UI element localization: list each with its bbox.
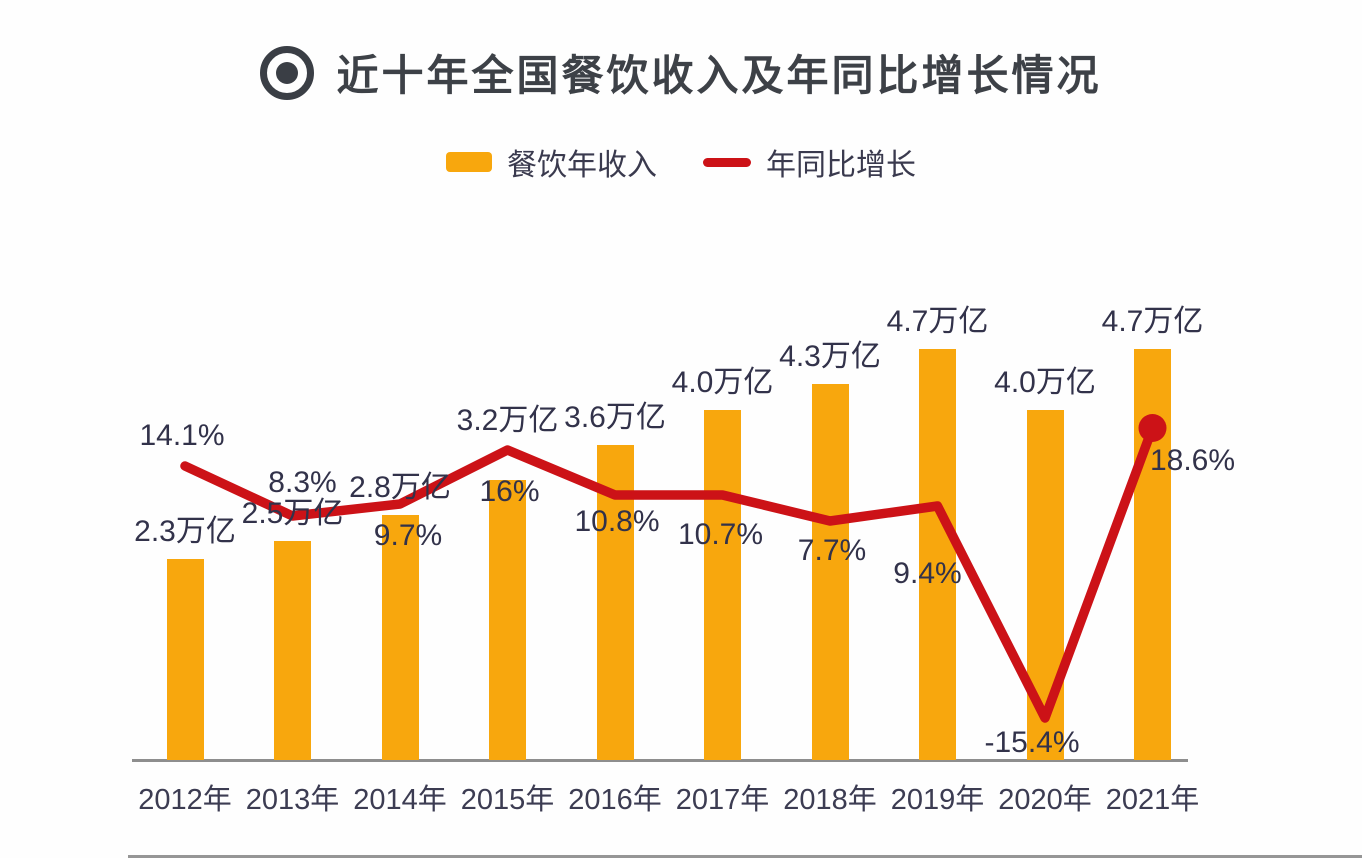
growth-label-2013: 8.3% [268,466,337,499]
bar-value-label-2014: 2.8万亿 [349,471,451,504]
legend-line-label: 年同比增长 [766,149,916,182]
growth-label-2012: 14.1% [139,419,225,452]
x-axis-label-2012: 2012年 [138,784,232,816]
growth-label-2014: 9.7% [373,519,443,552]
legend: 餐饮年收入 年同比增长 [0,140,1362,184]
bar-2018 [811,384,849,760]
growth-label-2020: -15.4% [984,726,1080,759]
legend-item-revenue: 餐饮年收入 [446,140,657,184]
x-axis-label-2018: 2018年 [783,784,877,816]
bar-2013 [274,541,311,760]
legend-line-swatch [703,157,751,167]
bar-2012 [166,559,204,760]
bar-value-label-2018: 4.3万亿 [779,340,881,373]
legend-item-growth: 年同比增长 [703,140,916,184]
bottom-edge-strip [128,855,1362,858]
x-axis-label-2016: 2016年 [568,784,662,816]
bar-value-label-2019: 4.7万亿 [886,305,989,338]
bar-value-label-2020: 4.0万亿 [994,366,1096,399]
bar-2016 [596,445,634,760]
growth-label-2016: 10.8% [574,505,660,538]
bar-2015 [489,480,526,760]
bullseye-icon [260,45,315,100]
x-axis-line [132,759,1188,762]
bar-2021 [1134,349,1171,760]
growth-label-2021: 18.6% [1149,444,1236,477]
x-axis-label-2013: 2013年 [245,784,340,816]
legend-bar-label: 餐饮年收入 [507,149,657,182]
x-axis-label-2020: 2020年 [998,784,1092,816]
chart-header: 近十年全国餐饮收入及年同比增长情况 [0,42,1362,103]
bar-value-label-2012: 2.3万亿 [134,515,236,548]
bar-2020 [1026,410,1064,760]
bullseye-icon-dot [276,61,299,84]
bar-value-label-2013: 2.5万亿 [241,497,344,530]
legend-bar-swatch [446,152,492,172]
bar-value-label-2021: 4.7万亿 [1101,305,1204,338]
x-axis-label-2017: 2017年 [675,784,770,816]
x-axis-label-2014: 2014年 [353,784,447,816]
bar-value-label-2017: 4.0万亿 [671,366,774,399]
bar-value-label-2016: 3.6万亿 [564,401,666,434]
growth-label-2018: 7.7% [797,534,867,567]
x-axis-label-2021: 2021年 [1105,784,1200,816]
x-axis-label-2015: 2015年 [460,784,555,816]
growth-label-2015: 16% [479,475,540,508]
bar-2019 [919,349,956,760]
x-axis-label-2019: 2019年 [890,784,985,816]
bar-value-label-2015: 3.2万亿 [456,404,559,437]
growth-label-2017: 10.7% [677,518,764,551]
chart-title: 近十年全国餐饮收入及年同比增长情况 [336,52,1102,99]
growth-label-2019: 9.4% [893,557,962,590]
bar-2017 [704,410,741,760]
